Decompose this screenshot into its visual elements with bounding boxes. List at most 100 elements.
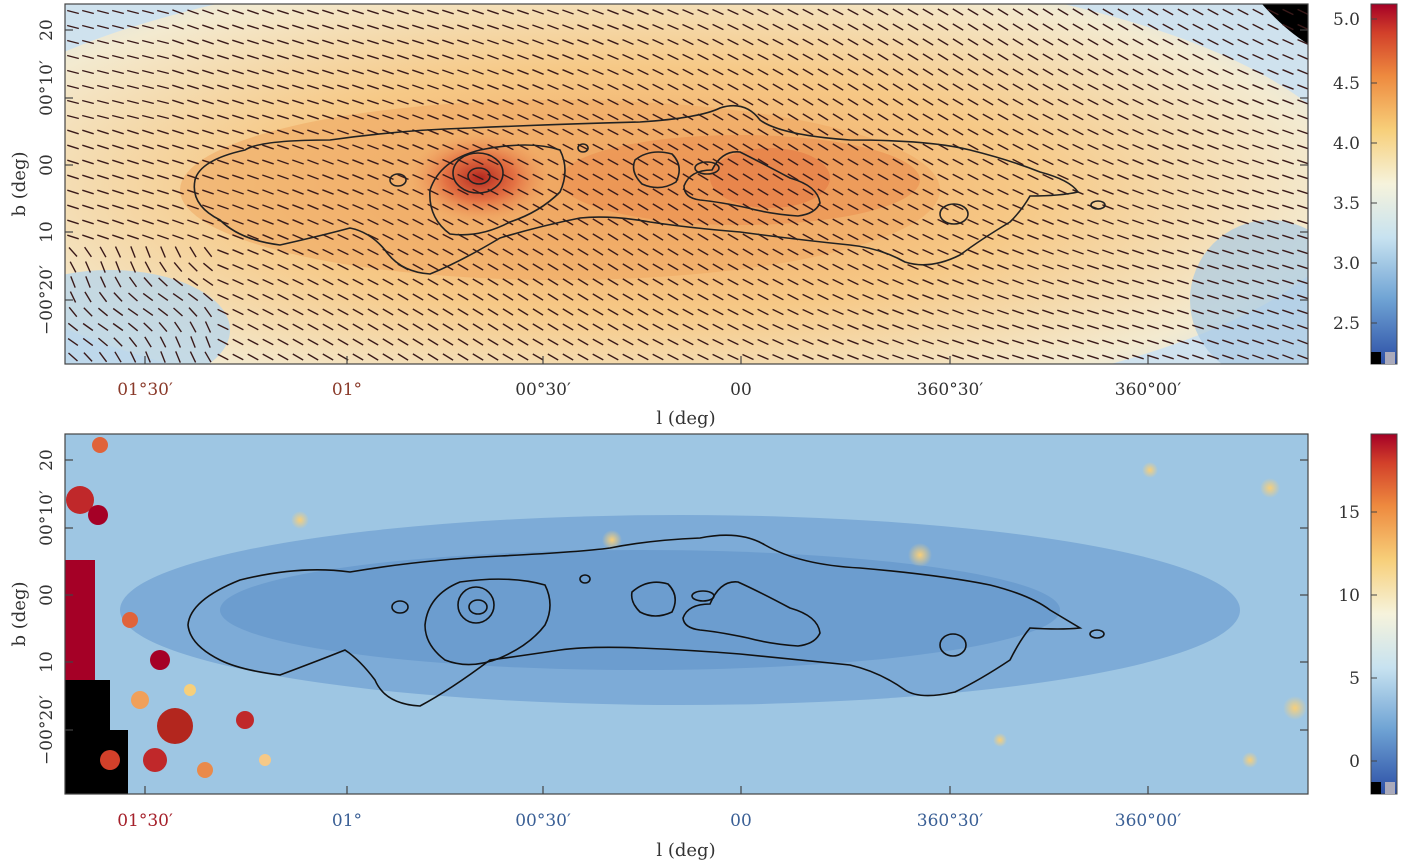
polarization-vector bbox=[307, 159, 319, 165]
polarization-vector bbox=[532, 24, 544, 30]
polarization-vector bbox=[712, 233, 724, 241]
polarization-vector bbox=[157, 204, 169, 210]
polarization-vector bbox=[457, 39, 469, 45]
polarization-vector bbox=[1237, 264, 1249, 270]
polarization-vector bbox=[742, 143, 754, 151]
polarization-vector bbox=[862, 233, 874, 241]
polarization-vector bbox=[1207, 234, 1219, 240]
polarization-vector bbox=[1087, 264, 1099, 270]
polarization-vector bbox=[892, 83, 904, 91]
polarization-vector bbox=[337, 189, 349, 195]
polarization-vector bbox=[322, 248, 334, 256]
polarization-vector bbox=[142, 204, 154, 210]
polarization-vector bbox=[532, 278, 544, 286]
polarization-vector bbox=[967, 309, 979, 315]
polarization-vector bbox=[622, 98, 634, 106]
polarization-vector bbox=[922, 203, 934, 211]
polarization-vector bbox=[592, 128, 604, 136]
polarization-vector bbox=[772, 218, 784, 226]
polarization-vector bbox=[337, 24, 349, 30]
polarization-vector bbox=[622, 263, 634, 271]
polarization-vector bbox=[532, 128, 544, 136]
polarization-vector bbox=[832, 188, 844, 196]
polarization-vector bbox=[277, 338, 289, 346]
polarization-vector bbox=[697, 23, 709, 31]
polarization-vector bbox=[592, 338, 604, 346]
polarization-vector bbox=[172, 219, 184, 225]
polarization-vector bbox=[742, 353, 754, 361]
polarization-vector bbox=[577, 9, 589, 15]
polarization-vector bbox=[847, 263, 859, 271]
polarization-vector bbox=[847, 113, 859, 121]
polarization-vector bbox=[367, 188, 379, 196]
polarization-vector bbox=[1252, 84, 1264, 90]
polarization-vector bbox=[1072, 309, 1084, 315]
polarization-vector bbox=[772, 158, 784, 166]
polarization-vector bbox=[1147, 279, 1159, 285]
polarization-vector bbox=[757, 278, 769, 286]
polarization-vector bbox=[637, 128, 649, 136]
polarization-vector bbox=[757, 128, 769, 136]
polarization-vector bbox=[832, 354, 844, 360]
polarization-vector bbox=[277, 9, 289, 15]
polarization-vector bbox=[997, 128, 1009, 136]
polarization-vector bbox=[1012, 128, 1024, 136]
polarization-vector bbox=[1042, 309, 1054, 315]
polarization-vector bbox=[532, 338, 544, 346]
polarization-vector bbox=[1102, 83, 1114, 91]
polarization-vector bbox=[82, 189, 94, 195]
polarization-vector bbox=[697, 53, 709, 61]
polarization-vector bbox=[607, 158, 619, 166]
polarization-vector bbox=[967, 83, 979, 91]
polarization-vector bbox=[997, 83, 1009, 91]
polarization-vector bbox=[1192, 98, 1204, 106]
polarization-vector bbox=[1222, 38, 1234, 46]
polarization-vector bbox=[67, 219, 79, 225]
polarization-vector bbox=[322, 323, 334, 331]
polarization-vector bbox=[862, 128, 874, 136]
polarization-vector bbox=[1282, 189, 1294, 195]
polarization-vector bbox=[1237, 53, 1249, 61]
polarization-vector bbox=[1237, 354, 1249, 360]
polarization-vector bbox=[97, 129, 109, 135]
polarization-vector bbox=[427, 218, 439, 226]
polarization-vector bbox=[1177, 174, 1189, 180]
polarization-vector bbox=[247, 114, 259, 120]
polarization-vector bbox=[187, 129, 199, 135]
polarization-vector bbox=[337, 114, 349, 120]
polarization-vector bbox=[130, 246, 136, 258]
polarization-vector bbox=[1102, 294, 1114, 300]
polarization-vector bbox=[922, 158, 934, 166]
polarization-vector bbox=[202, 114, 214, 120]
polarization-vector bbox=[307, 308, 319, 316]
polarization-vector bbox=[1027, 38, 1039, 46]
polarization-vector bbox=[1192, 279, 1204, 285]
polarization-vector bbox=[352, 99, 364, 105]
polarization-vector bbox=[97, 189, 109, 195]
polarization-vector bbox=[352, 353, 364, 361]
polarization-vector bbox=[877, 309, 889, 315]
polarization-vector bbox=[652, 338, 664, 346]
polarization-vector bbox=[802, 338, 814, 346]
polarization-vector bbox=[997, 339, 1009, 345]
polarization-vector bbox=[967, 143, 979, 151]
polarization-vector bbox=[1192, 324, 1204, 330]
polarization-vector bbox=[1222, 219, 1234, 225]
polarization-vector bbox=[907, 68, 919, 76]
polarization-vector bbox=[337, 84, 349, 90]
polarization-vector bbox=[292, 189, 304, 195]
polarization-vector bbox=[547, 158, 559, 166]
polarization-vector bbox=[1102, 113, 1114, 121]
polarization-vector bbox=[817, 293, 829, 301]
polarization-vector bbox=[1282, 219, 1294, 225]
polarization-vector bbox=[892, 128, 904, 136]
polarization-vector bbox=[1252, 99, 1264, 105]
polarization-vector bbox=[622, 38, 634, 46]
polarization-vector bbox=[1012, 173, 1024, 181]
polarization-vector bbox=[1162, 249, 1174, 255]
polarization-vector bbox=[1192, 53, 1204, 61]
polarization-vector bbox=[502, 158, 514, 166]
polarization-vector bbox=[982, 8, 994, 16]
top-colorbar-tick: 3.5 bbox=[1333, 194, 1360, 214]
polarization-vector bbox=[1177, 204, 1189, 210]
